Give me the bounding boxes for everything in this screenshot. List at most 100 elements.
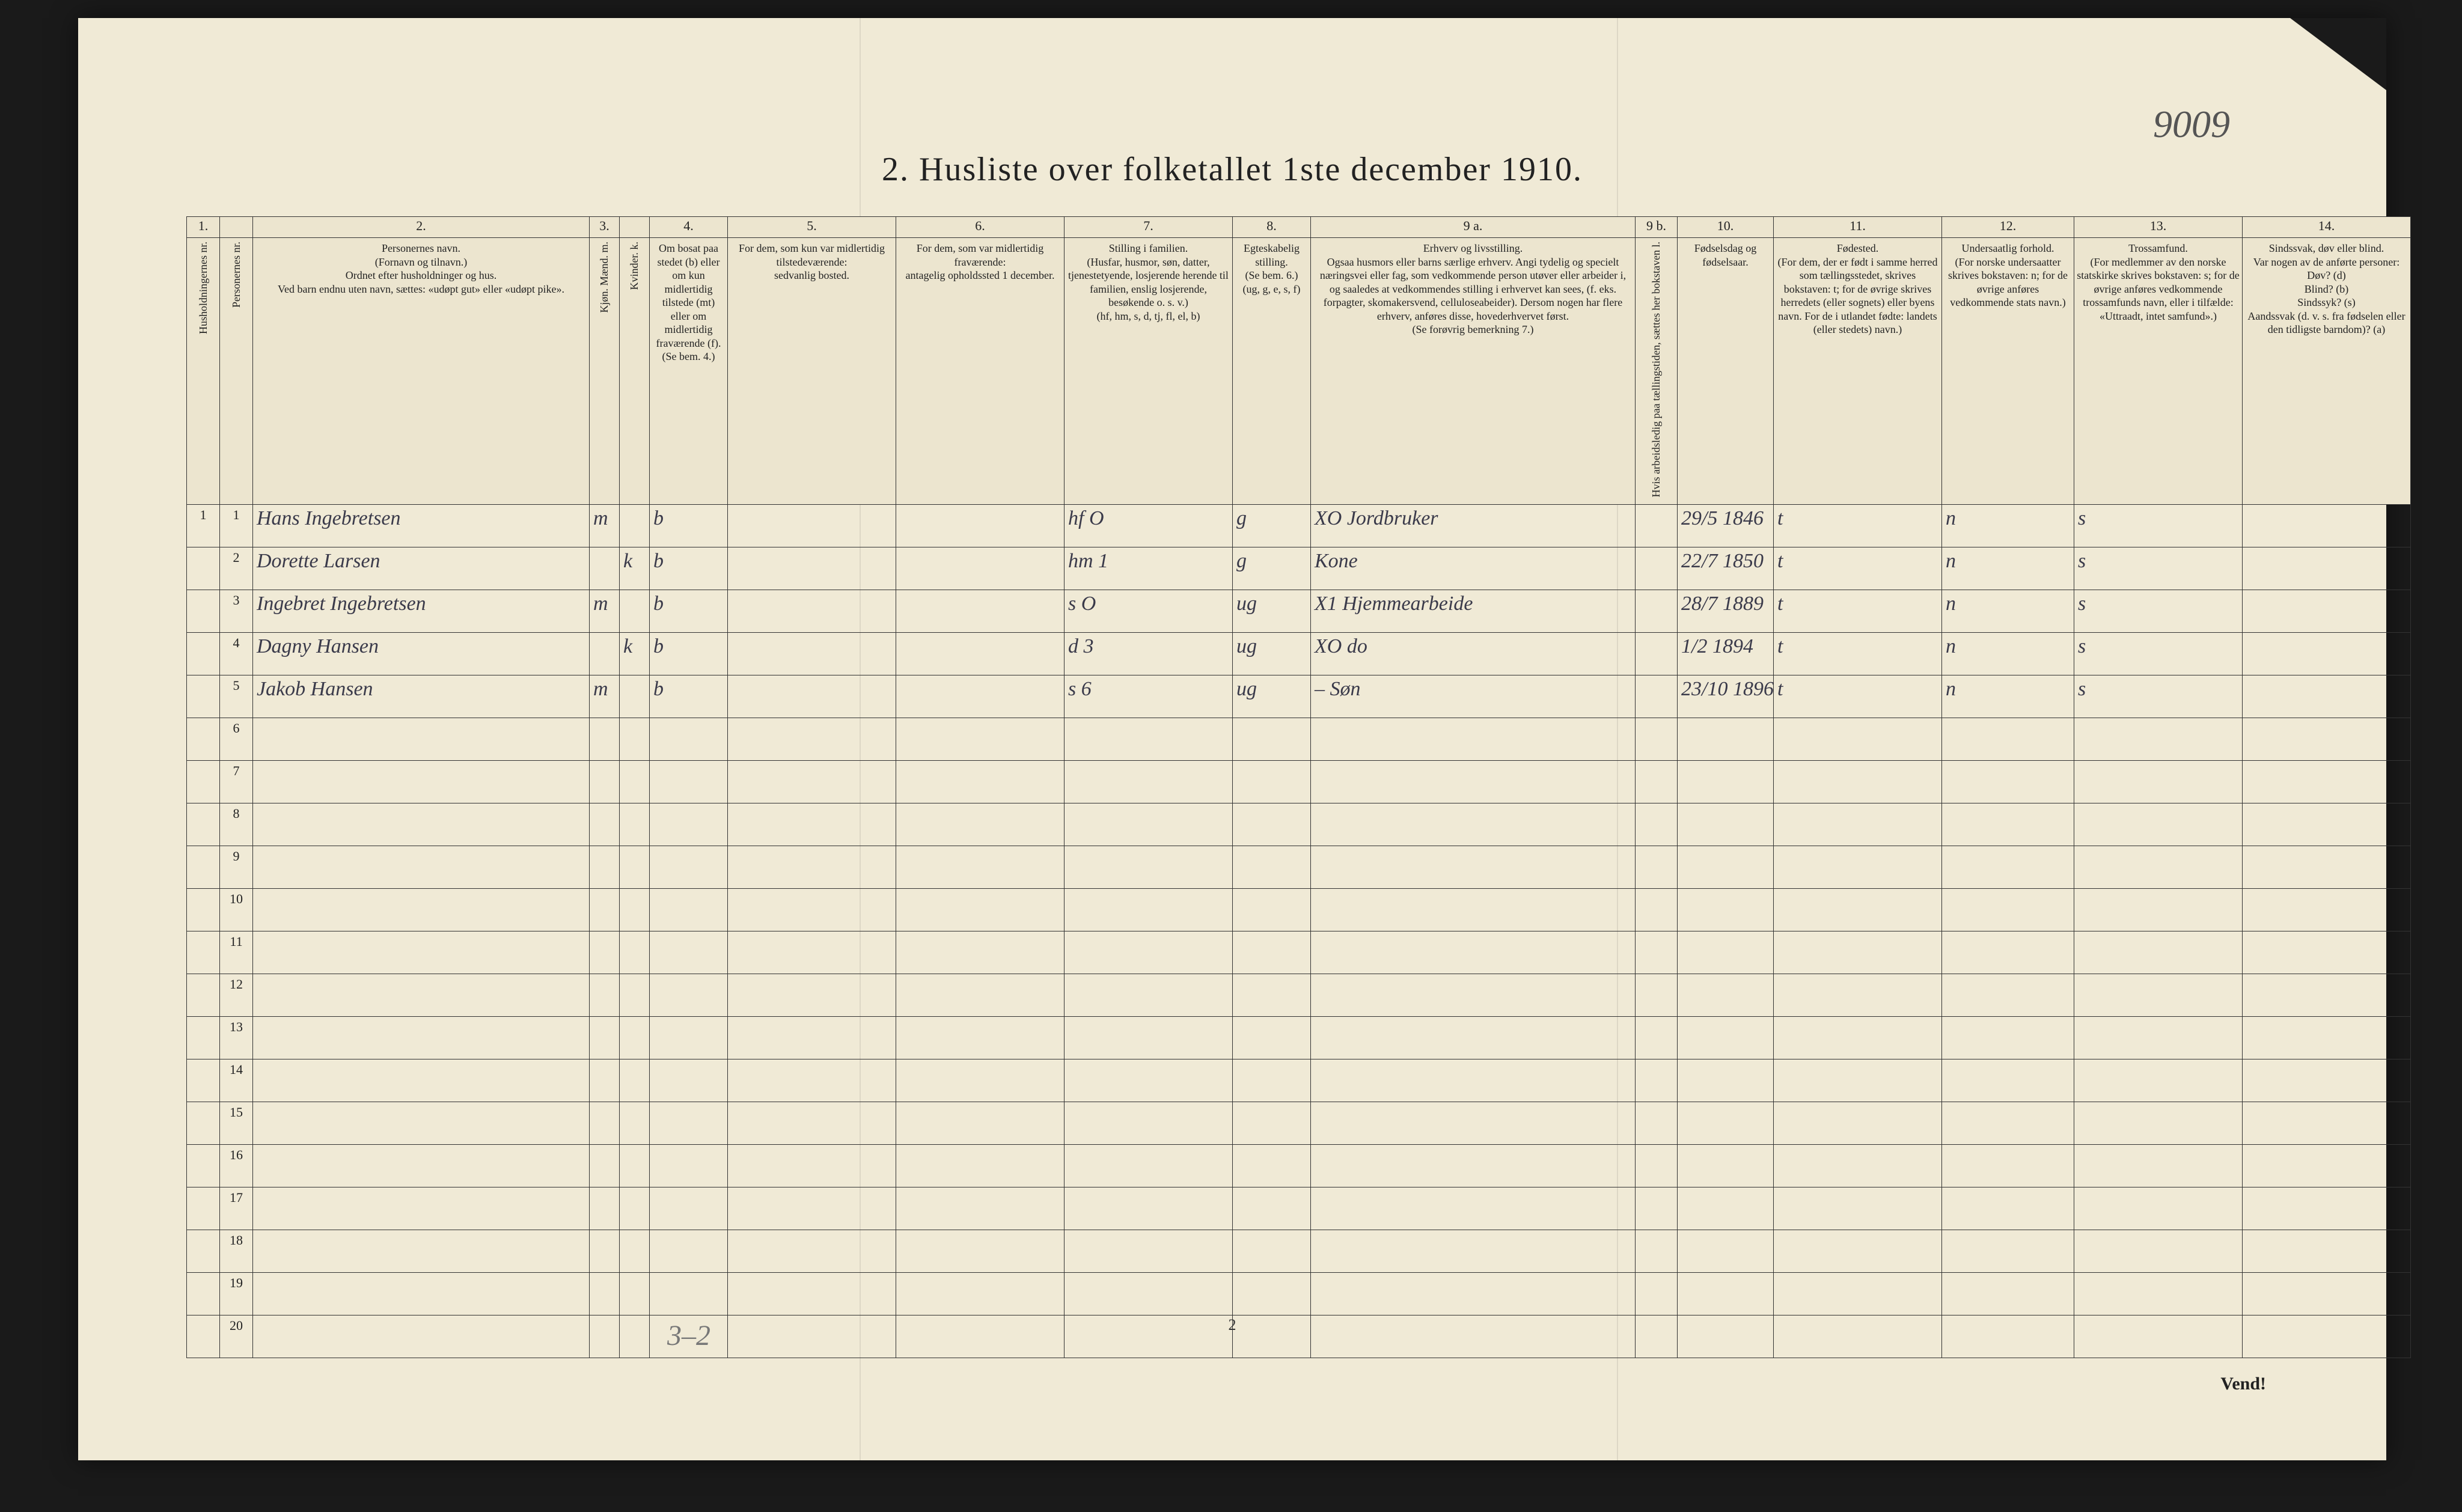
table-cell	[1774, 888, 1942, 931]
table-cell	[590, 931, 620, 974]
table-cell	[1942, 1102, 2074, 1144]
table-cell	[1311, 1315, 1636, 1358]
table-cell	[1311, 803, 1636, 846]
table-cell	[728, 1102, 896, 1144]
table-cell: 18	[220, 1230, 253, 1272]
table-row: 7	[187, 760, 2411, 803]
table-cell	[2074, 1187, 2243, 1230]
table-cell: 5	[220, 675, 253, 718]
column-header-cell: Personernes nr.	[220, 238, 253, 505]
table-cell	[1065, 1315, 1233, 1358]
table-cell: m	[590, 675, 620, 718]
table-cell	[896, 675, 1065, 718]
table-cell	[187, 632, 220, 675]
table-cell: ug	[1233, 675, 1311, 718]
table-cell: b	[650, 675, 728, 718]
table-cell	[728, 760, 896, 803]
column-number-cell: 7.	[1065, 217, 1233, 238]
table-cell: 15	[220, 1102, 253, 1144]
table-cell	[1065, 1144, 1233, 1187]
column-number-cell: 5.	[728, 217, 896, 238]
column-header-cell: Kjøn. Mænd. m.	[590, 238, 620, 505]
dog-ear-corner	[2290, 18, 2386, 90]
table-cell	[1774, 846, 1942, 888]
table-cell	[1774, 1230, 1942, 1272]
table-cell: s	[2074, 632, 2243, 675]
table-cell	[2243, 504, 2411, 547]
table-cell	[253, 931, 590, 974]
handwritten-page-annotation: 9009	[2153, 102, 2230, 147]
table-cell	[896, 974, 1065, 1016]
table-cell	[1311, 1016, 1636, 1059]
table-cell	[1233, 718, 1311, 760]
table-cell	[1311, 1059, 1636, 1102]
column-header-cell: Trossamfund. (For medlemmer av den norsk…	[2074, 238, 2243, 505]
table-cell: 12	[220, 974, 253, 1016]
table-cell	[187, 803, 220, 846]
table-cell: b	[650, 632, 728, 675]
table-cell	[1065, 888, 1233, 931]
table-cell	[1311, 1272, 1636, 1315]
column-header-cell: Stilling i familien. (Husfar, husmor, sø…	[1065, 238, 1233, 505]
table-cell	[1942, 1059, 2074, 1102]
table-cell	[1678, 1230, 1774, 1272]
table-cell	[2243, 1059, 2411, 1102]
column-number-row: 1.2.3.4.5.6.7.8.9 a.9 b.10.11.12.13.14.	[187, 217, 2411, 238]
table-cell	[896, 760, 1065, 803]
table-cell	[1311, 1102, 1636, 1144]
table-cell	[2074, 760, 2243, 803]
table-cell	[1774, 931, 1942, 974]
table-cell	[620, 675, 650, 718]
table-cell: t	[1774, 675, 1942, 718]
table-cell	[1233, 846, 1311, 888]
table-cell	[728, 1230, 896, 1272]
table-cell	[1774, 1272, 1942, 1315]
table-cell	[187, 1016, 220, 1059]
table-cell: g	[1233, 547, 1311, 590]
column-header-cell: Kvinder. k.	[620, 238, 650, 505]
table-cell: Kone	[1311, 547, 1636, 590]
table-cell	[650, 846, 728, 888]
table-cell	[620, 1315, 650, 1358]
census-table: 1.2.3.4.5.6.7.8.9 a.9 b.10.11.12.13.14. …	[186, 216, 2411, 1358]
table-cell	[253, 1315, 590, 1358]
table-cell: n	[1942, 632, 2074, 675]
table-cell: 10	[220, 888, 253, 931]
table-cell: m	[590, 590, 620, 632]
column-header-cell: Hvis arbeidsledig paa tællingstiden, sæt…	[1636, 238, 1678, 505]
table-cell	[590, 1315, 620, 1358]
table-cell: XO Jordbruker	[1311, 504, 1636, 547]
table-cell	[620, 1144, 650, 1187]
table-row: 13	[187, 1016, 2411, 1059]
table-cell	[620, 1016, 650, 1059]
table-cell	[1678, 803, 1774, 846]
column-header-cell: For dem, som var midlertidig fraværende:…	[896, 238, 1065, 505]
table-cell: t	[1774, 504, 1942, 547]
table-cell	[1942, 1144, 2074, 1187]
table-cell	[620, 1059, 650, 1102]
table-cell	[1233, 931, 1311, 974]
column-number-cell: 11.	[1774, 217, 1942, 238]
table-cell	[620, 590, 650, 632]
table-cell: 4	[220, 632, 253, 675]
table-cell	[1774, 974, 1942, 1016]
column-number-cell: 12.	[1942, 217, 2074, 238]
table-cell	[1678, 1016, 1774, 1059]
table-row: 15	[187, 1102, 2411, 1144]
table-cell	[253, 1059, 590, 1102]
table-cell	[1942, 1016, 2074, 1059]
table-cell	[187, 1144, 220, 1187]
table-cell	[2243, 1315, 2411, 1358]
table-cell	[2243, 1272, 2411, 1315]
table-cell	[187, 1230, 220, 1272]
table-cell	[253, 1272, 590, 1315]
table-cell	[650, 1059, 728, 1102]
table-cell	[253, 1187, 590, 1230]
table-cell: m	[590, 504, 620, 547]
table-cell: 19	[220, 1272, 253, 1315]
table-cell	[187, 1315, 220, 1358]
table-cell	[590, 1272, 620, 1315]
table-cell	[590, 760, 620, 803]
table-cell	[650, 931, 728, 974]
column-header-cell: Egteskabelig stilling. (Se bem. 6.) (ug,…	[1233, 238, 1311, 505]
